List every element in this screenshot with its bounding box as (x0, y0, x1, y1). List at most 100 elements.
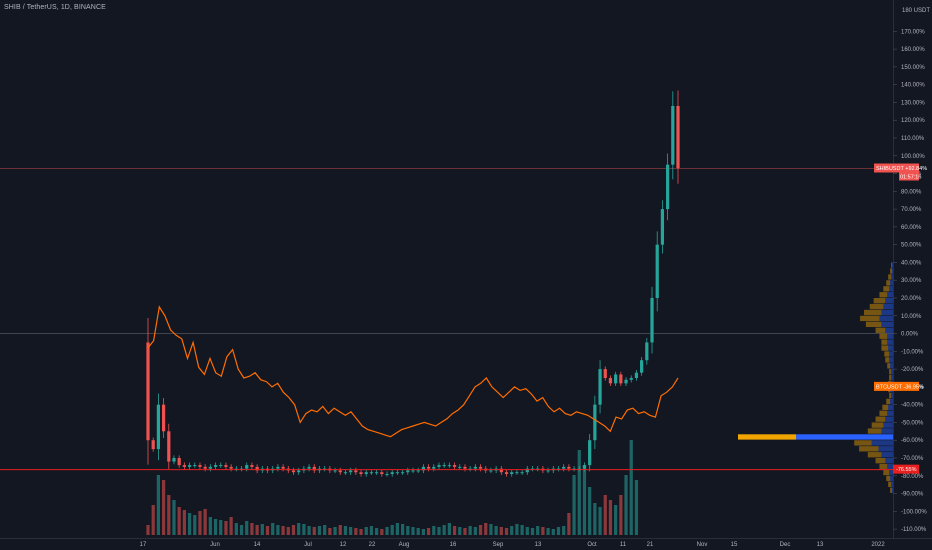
volume-profile-down-bar (888, 345, 893, 351)
candle-body (224, 465, 228, 467)
volume-bar (432, 526, 436, 535)
candle-body (151, 440, 155, 450)
volume-profile-up-bar (889, 392, 892, 399)
volume-profile-up-bar (863, 309, 882, 316)
candle-body (213, 465, 218, 467)
volume-bar (328, 528, 332, 535)
volume-bar (484, 523, 488, 535)
time-tick-label: 13 (817, 542, 824, 548)
volume-profile-up-bar (867, 428, 882, 434)
volume-bar (624, 475, 628, 535)
volume-profile-down-bar (887, 333, 893, 339)
volume-profile-down-bar (890, 363, 893, 369)
volume-bar (411, 527, 415, 535)
volume-bar (354, 528, 358, 535)
candle-body (426, 466, 431, 469)
volume-profile-down-bar (881, 321, 893, 328)
volume-bar (437, 527, 441, 535)
price-tick-label: 170.00% (901, 29, 925, 35)
time-tick-label: 15 (731, 542, 738, 548)
volume-bar (187, 513, 192, 535)
price-tick-label: 120.00% (901, 118, 925, 124)
volume-profile-up-bar (890, 487, 893, 493)
candle-body (562, 466, 566, 469)
volume-bar (567, 513, 571, 535)
volume-bar (426, 528, 431, 535)
candle-body (473, 466, 477, 469)
volume-bar (323, 525, 327, 535)
price-tick-label: -20.00% (901, 367, 924, 373)
price-tick-label: 140.00% (901, 83, 925, 89)
volume-profile-up-bar (889, 369, 892, 375)
candle-body (312, 466, 316, 471)
candle-body (567, 466, 571, 469)
volume-bar (473, 527, 477, 535)
volume-profile-down-bar (890, 398, 893, 405)
volume-bar (172, 500, 176, 535)
volume-profile-down-bar (889, 469, 893, 476)
volume-profile-down-bar (796, 434, 893, 440)
candle-body (437, 465, 441, 467)
time-tick-label: 12 (340, 542, 347, 548)
volume-profile-down-bar (889, 357, 893, 363)
candle-body (416, 470, 420, 472)
price-tick-label: -70.00% (901, 456, 924, 462)
price-tick-label: -40.00% (901, 403, 924, 409)
candle-body (650, 298, 654, 343)
candle-body (400, 472, 405, 474)
price-scale-top-label: 180 USDT (902, 8, 930, 14)
support-line-badge-text: -76.55% (896, 467, 917, 473)
volume-bar (161, 480, 166, 535)
candle-body (504, 472, 509, 474)
btc-price-badge (874, 381, 919, 391)
volume-bar (406, 526, 410, 535)
volume-profile-up-bar (889, 375, 892, 381)
candle-body (520, 472, 524, 474)
candle-body (172, 458, 176, 462)
volume-profile-up-bar (890, 268, 893, 274)
volume-profile-up-bar (888, 481, 892, 488)
volume-bar (541, 527, 545, 535)
btc-compare-line (147, 305, 679, 438)
volume-bar (463, 528, 467, 535)
volume-bar (577, 450, 581, 535)
volume-bar (572, 475, 576, 535)
volume-bar (276, 525, 280, 535)
candle-body (229, 466, 233, 469)
time-tick-label: Sep (493, 542, 504, 548)
time-tick-label: 22 (369, 542, 376, 548)
candle-body (525, 468, 529, 473)
candle-body (198, 465, 202, 467)
volume-profile-down-bar (881, 452, 893, 458)
candle-body (515, 472, 519, 474)
candle-body (193, 465, 197, 467)
candle-body (640, 360, 644, 373)
candle-body (250, 465, 254, 467)
volume-bar (286, 527, 290, 535)
time-tick-label: 2022 (871, 542, 885, 548)
volume-bar (271, 523, 275, 535)
candle-body (380, 472, 384, 474)
candle-body (447, 465, 451, 467)
candle-body (442, 465, 446, 467)
price-tick-label: 60.00% (901, 225, 922, 231)
volume-bar (546, 528, 550, 535)
volume-profile-up-bar (738, 434, 797, 440)
volume-profile-up-bar (875, 327, 886, 333)
candle-body (281, 466, 285, 469)
volume-bar (364, 527, 368, 535)
volume-bar (494, 526, 498, 535)
volume-profile-up-bar (883, 286, 890, 292)
volume-bar (167, 495, 171, 535)
volume-profile-down-bar (891, 392, 893, 399)
candle-body (364, 472, 368, 474)
volume-profile-up-bar (873, 298, 886, 304)
volume-profile-up-bar (883, 469, 890, 476)
price-tick-label: 130.00% (901, 100, 925, 106)
candle-body (593, 404, 597, 441)
candle-body (676, 106, 680, 169)
candle-body (598, 369, 602, 405)
volume-profile-up-bar (891, 262, 893, 268)
